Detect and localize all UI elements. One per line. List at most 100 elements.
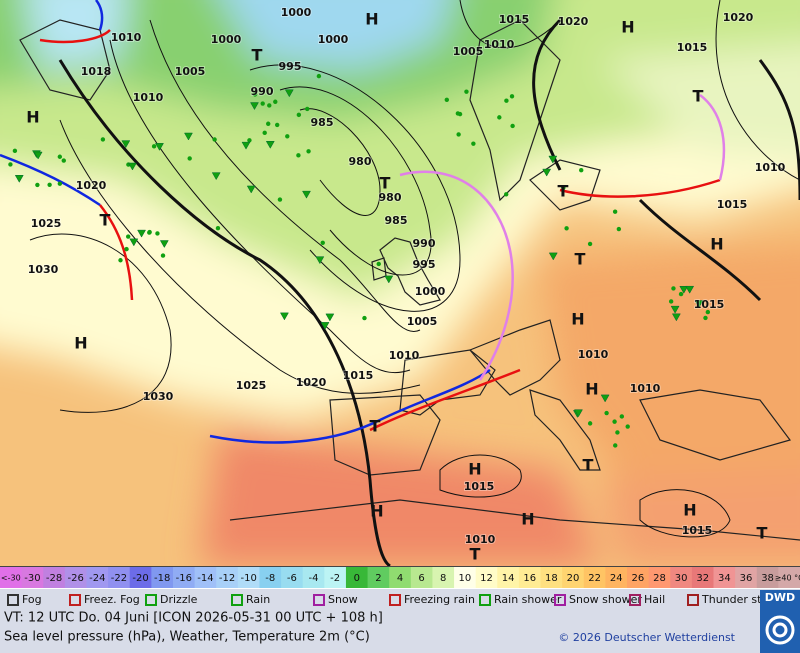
isobar-label: 1010 <box>133 91 164 104</box>
rain-symbol <box>464 89 469 94</box>
logo-icon <box>772 622 788 638</box>
shower-symbol <box>302 190 311 199</box>
rain-symbol <box>35 182 40 188</box>
rain-symbol <box>579 168 584 173</box>
pressure-center: H <box>365 10 378 29</box>
scale-label: -10 <box>240 573 256 584</box>
rain-symbol <box>57 181 63 186</box>
scale-label: -26 <box>68 573 84 584</box>
isobar-label: 1015 <box>343 369 374 382</box>
pressure-center: T <box>470 545 481 564</box>
weather-legend: Fog Freez. Fog Drizzle Rain Snow Freezing rai… <box>7 593 783 606</box>
rain-symbol <box>296 153 301 158</box>
isobar-label: 1010 <box>755 161 786 174</box>
legend-label: Rain shower <box>494 593 562 606</box>
scale-cell <box>562 567 585 588</box>
valid-time: VT: 12 UTC Do. 04 Juni [ICON 2026-05-31 … <box>4 611 383 626</box>
scale-label: 2 <box>375 573 381 584</box>
isobar-label: 1000 <box>281 6 312 19</box>
rain-symbol <box>612 419 617 424</box>
rain-symbol <box>703 315 708 321</box>
isobars <box>29 0 800 538</box>
rain-symbol <box>124 246 129 252</box>
legend-icon <box>145 594 157 606</box>
scale-cell <box>691 567 715 588</box>
rain-symbol <box>118 258 123 263</box>
shower-symbol <box>129 238 139 247</box>
rain-symbol <box>212 137 217 142</box>
isobar-label: 1020 <box>723 11 754 24</box>
rain-symbol <box>510 123 515 129</box>
pressure-center: H <box>571 310 584 329</box>
scale-cell <box>108 567 131 588</box>
scale-cell <box>648 567 671 588</box>
legend-label: Drizzle <box>160 593 198 606</box>
rain-symbol <box>564 226 569 231</box>
isobar-label: 1020 <box>76 179 107 192</box>
rain-symbol <box>155 231 160 236</box>
scale-cell <box>172 567 196 588</box>
legend-label: Snow <box>328 593 358 606</box>
pressure-center: H <box>585 380 598 399</box>
pressure-center: H <box>621 18 634 37</box>
pressure-center: T <box>370 417 381 436</box>
scale-cell <box>475 567 498 588</box>
scale-label: ≥40 °C <box>775 574 800 583</box>
legend-label: Snow shower <box>569 593 642 606</box>
scale-cell <box>151 567 174 588</box>
rain-symbol <box>561 185 566 190</box>
isobar-label: 1015 <box>717 198 748 211</box>
scale-label: -16 <box>176 573 192 584</box>
shower-symbol <box>265 141 275 149</box>
scale-cell <box>281 567 304 588</box>
description: Sea level pressure (hPa), Weather, Tempe… <box>4 630 370 645</box>
shower-symbol <box>542 168 552 177</box>
rain-symbol <box>57 154 63 159</box>
isobar-label: 1010 <box>630 382 661 395</box>
scale-cell <box>518 567 542 588</box>
scale-label: 38 <box>761 573 774 584</box>
scale-cell <box>259 567 282 588</box>
isobar-label: 1015 <box>694 298 725 311</box>
isobar-label: 1025 <box>31 217 62 230</box>
isobar-label: 990 <box>251 85 274 98</box>
pressure-center: H <box>683 501 696 520</box>
rain-symbol <box>252 92 258 97</box>
pressure-center: T <box>252 46 263 65</box>
rain-symbol <box>376 261 381 267</box>
rain-symbol <box>125 234 131 239</box>
rain-symbol <box>296 112 302 118</box>
isobar-label: 1015 <box>464 480 495 493</box>
isobar-label: 1020 <box>296 376 327 389</box>
scale-cell <box>43 567 66 588</box>
shower-symbol <box>670 305 680 314</box>
rain-symbol <box>160 253 166 258</box>
rain-symbol <box>362 315 367 321</box>
shower-symbol <box>14 175 24 183</box>
shower-symbol <box>121 140 131 149</box>
scale-cell <box>194 567 217 588</box>
color-scale: <-30 -30 -28 -26 -24 -22 -20 -18 -16 -14 -12 -10 -8-… <box>0 567 800 588</box>
isobar-label: 995 <box>279 60 302 73</box>
isobar-label: 1005 <box>453 45 484 58</box>
pressure-center: H <box>468 460 481 479</box>
rain-symbol <box>619 414 625 419</box>
scale-cell <box>497 567 520 588</box>
rain-symbol <box>587 241 593 247</box>
scale-label: -8 <box>265 573 275 584</box>
scale-label: 32 <box>696 573 709 584</box>
rain-symbol <box>587 421 593 426</box>
scale-cell <box>0 567 23 588</box>
legend-label: Freez. Fog <box>84 593 140 606</box>
scale-cell <box>454 567 477 588</box>
isobar-label: 980 <box>379 191 402 204</box>
shower-symbol <box>548 155 558 164</box>
legend-label: Hail <box>644 593 665 606</box>
shower-symbol <box>320 322 330 330</box>
shower-symbol <box>685 285 695 294</box>
isobar-label: 1025 <box>236 379 267 392</box>
